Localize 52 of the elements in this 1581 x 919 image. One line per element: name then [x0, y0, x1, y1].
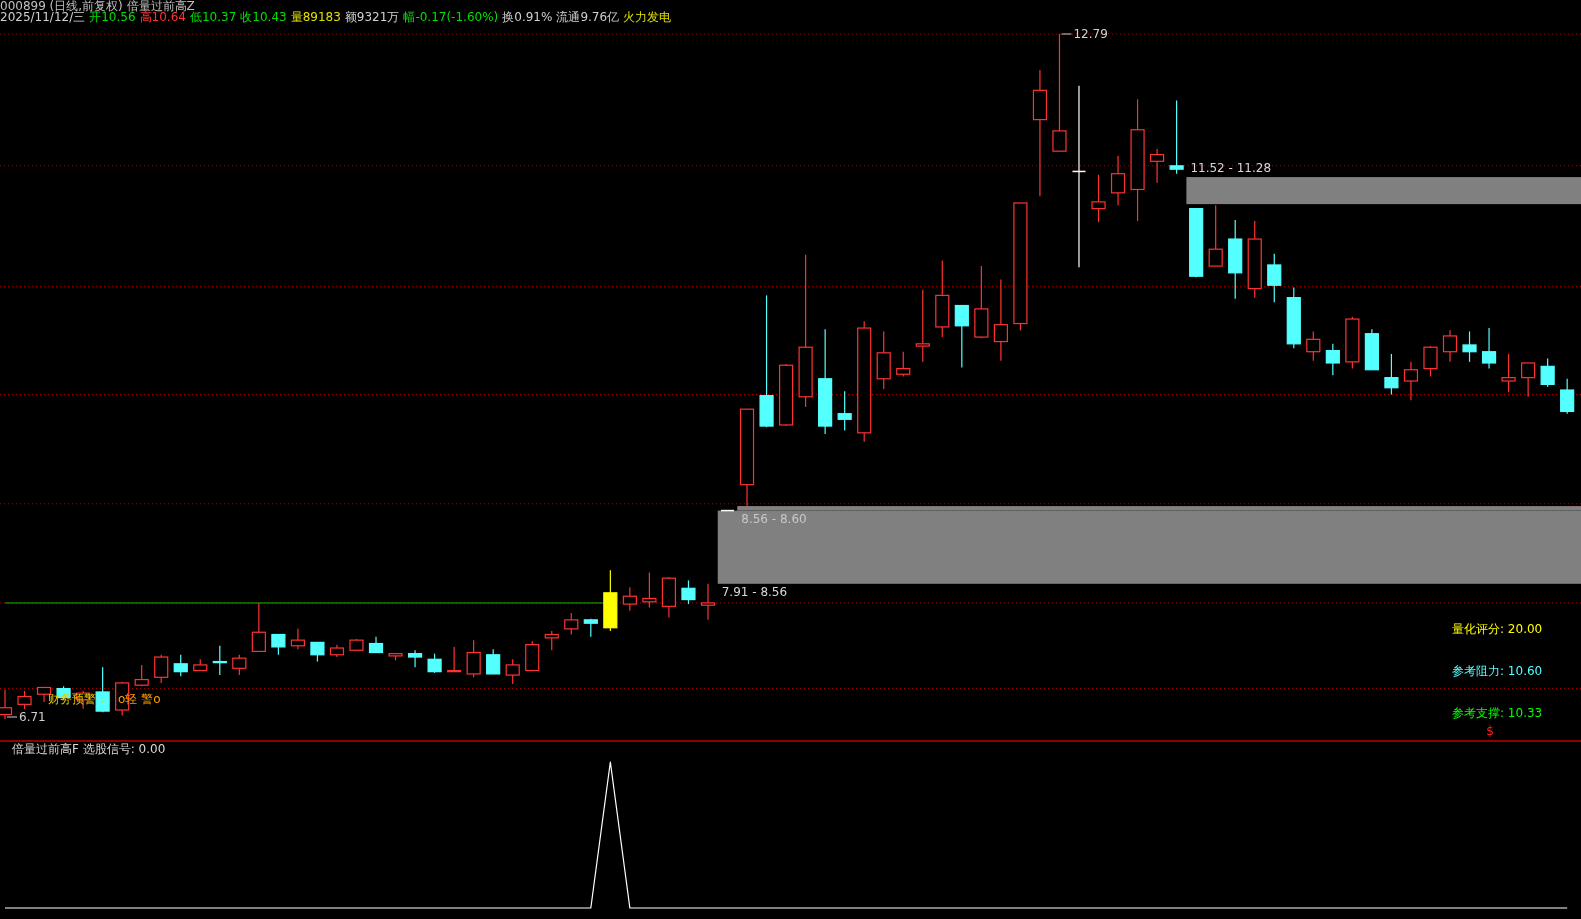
candlestick [1208, 204, 1223, 267]
candlestick [993, 279, 1008, 362]
annotation: 量化评分: 20.00 [1452, 621, 1543, 636]
candlestick [486, 648, 501, 675]
candlestick [700, 583, 716, 621]
candlestick [466, 639, 481, 678]
candlestick [407, 649, 423, 668]
candlestick [1110, 155, 1126, 206]
candlestick [915, 289, 930, 363]
band-label: 11.52 - 11.28 [1190, 160, 1272, 175]
candlestick [1325, 343, 1340, 376]
candlestick [1306, 330, 1321, 362]
candlestick [642, 571, 657, 609]
candlestick [837, 390, 852, 432]
candlestick [1423, 345, 1438, 378]
candlestick [1540, 357, 1555, 388]
candlestick [1521, 362, 1536, 398]
candlestick [1169, 99, 1184, 175]
candlestick [681, 579, 696, 605]
band-label: 7.91 - 8.56 [721, 585, 788, 600]
candlestick [1150, 148, 1165, 184]
annotation: 6.71 [19, 709, 46, 724]
candlestick [427, 653, 442, 674]
candlestick [1560, 378, 1575, 415]
candlestick [1501, 353, 1516, 393]
candlestick [173, 654, 188, 677]
candlestick [544, 630, 559, 651]
candlestick [17, 690, 32, 710]
band-label: 8.56 - 8.60 [741, 512, 807, 527]
candlestick [1442, 329, 1458, 363]
candlestick [154, 654, 169, 684]
candlestick [622, 586, 637, 612]
annotation: 12.79 [1073, 26, 1108, 41]
candlestick [290, 628, 306, 650]
candlestick [505, 658, 520, 685]
candlestick [896, 351, 911, 378]
candlestick [1091, 174, 1106, 223]
text: $ [1486, 723, 1494, 738]
chart-title: 倍量过前高F 选股信号: 0.00 [12, 741, 166, 756]
candlestick [251, 602, 266, 652]
candlestick [1481, 327, 1497, 370]
annotation: 参考阻力: 10.60 [1452, 663, 1543, 678]
candlestick [564, 612, 579, 636]
candlestick [1462, 330, 1477, 363]
candlestick [310, 641, 325, 663]
candlestick [232, 654, 247, 676]
candlestick [1403, 361, 1419, 401]
candlestick [1267, 253, 1282, 303]
candlestick [271, 633, 286, 656]
annotation: 参考支撑: 10.33 [1452, 705, 1543, 720]
candlestick [1384, 353, 1399, 396]
candlestick [954, 304, 969, 369]
